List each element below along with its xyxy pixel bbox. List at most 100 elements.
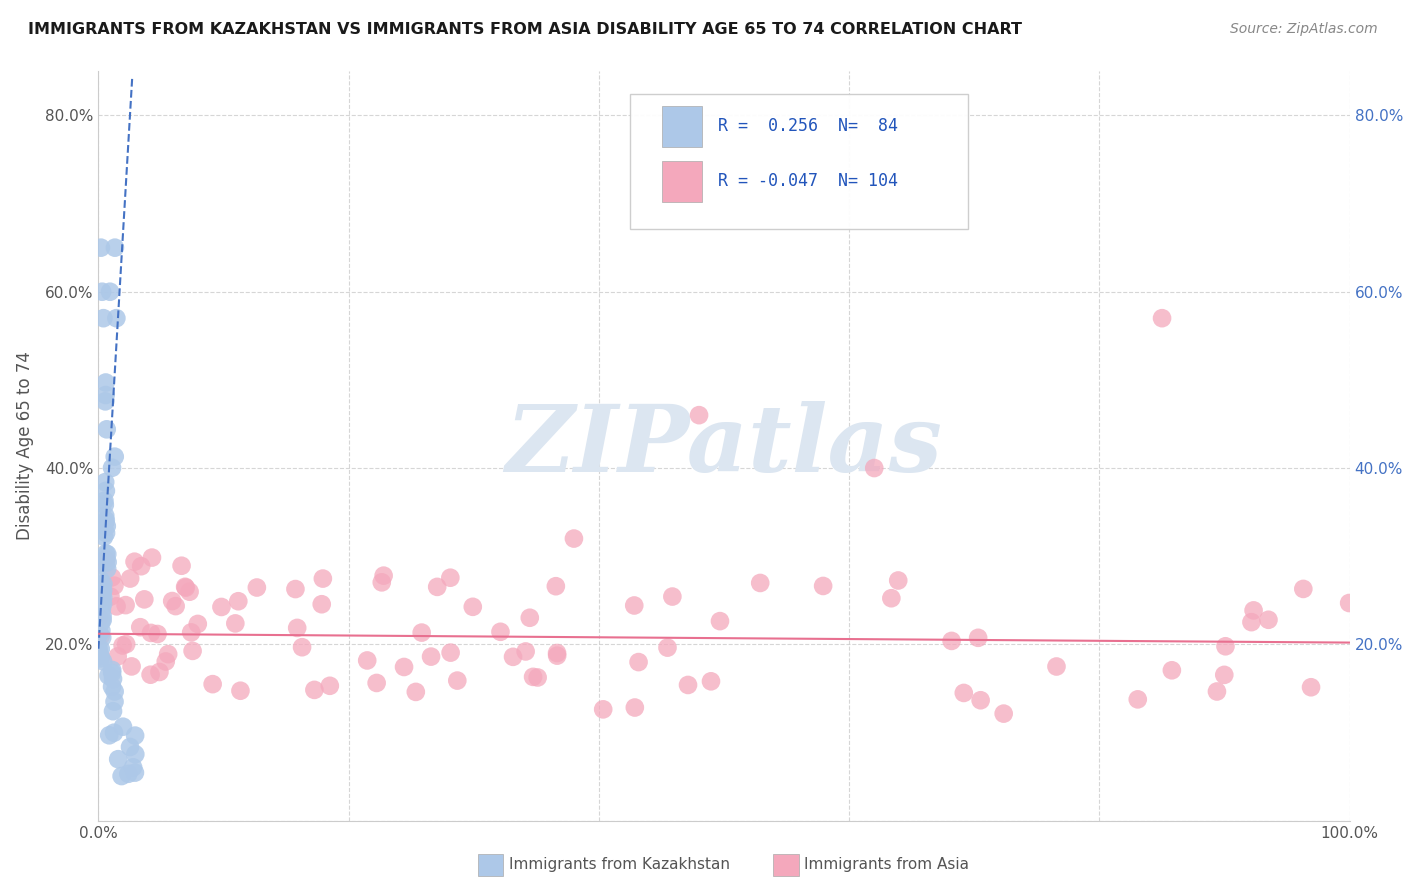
Point: [94, 547, 117, 561]
Point: [94, 475, 117, 489]
Point: [90, 615, 112, 629]
Point: [122, 760, 145, 774]
Point: [98, 728, 121, 742]
Text: Source: ZipAtlas.com: Source: ZipAtlas.com: [1230, 22, 1378, 37]
Point: [104, 450, 127, 464]
Point: [91, 613, 114, 627]
Point: [87, 614, 110, 628]
Point: [93, 493, 115, 508]
Text: Immigrants from Asia: Immigrants from Asia: [804, 857, 969, 871]
Point: [115, 637, 138, 651]
Point: [90, 584, 112, 599]
Point: [187, 616, 209, 631]
Point: [90, 584, 112, 599]
Point: [1150, 311, 1173, 326]
Point: [1240, 615, 1263, 629]
Point: [880, 591, 903, 606]
Point: [90, 588, 112, 602]
Point: [285, 621, 308, 635]
Point: [439, 571, 461, 585]
Point: [101, 663, 124, 677]
Point: [1299, 680, 1322, 694]
Point: [90, 591, 112, 606]
Point: [170, 558, 193, 573]
Point: [89, 617, 111, 632]
Point: [201, 677, 224, 691]
Point: [117, 766, 139, 780]
Point: [96, 519, 118, 533]
Point: [592, 702, 614, 716]
Point: [124, 765, 146, 780]
Point: [141, 550, 163, 565]
Point: [426, 580, 449, 594]
Text: R =  0.256  N=  84: R = 0.256 N= 84: [718, 117, 898, 136]
Point: [129, 620, 152, 634]
Point: [124, 747, 146, 762]
Point: [94, 516, 117, 530]
Point: [863, 461, 886, 475]
Point: [304, 682, 326, 697]
Point: [94, 498, 117, 512]
Point: [157, 647, 180, 661]
Point: [952, 686, 974, 700]
Point: [181, 644, 204, 658]
Text: Immigrants from Kazakhstan: Immigrants from Kazakhstan: [509, 857, 730, 871]
Point: [319, 679, 342, 693]
Point: [709, 614, 731, 628]
Point: [89, 584, 111, 599]
Point: [139, 667, 162, 681]
Point: [94, 513, 117, 527]
Point: [105, 599, 128, 614]
Point: [993, 706, 1015, 721]
Point: [90, 642, 112, 657]
Point: [688, 408, 710, 422]
Point: [93, 311, 115, 326]
Point: [107, 752, 129, 766]
Point: [146, 627, 169, 641]
FancyBboxPatch shape: [630, 94, 969, 228]
Point: [118, 739, 141, 754]
Point: [155, 655, 177, 669]
Point: [90, 602, 112, 616]
Point: [211, 599, 233, 614]
Bar: [661, 105, 702, 147]
Point: [101, 570, 124, 584]
Point: [91, 608, 114, 623]
Point: [139, 626, 162, 640]
Point: [91, 285, 114, 299]
Point: [627, 655, 650, 669]
Point: [121, 659, 143, 673]
Point: [174, 581, 197, 595]
Point: [489, 624, 512, 639]
Point: [90, 624, 112, 638]
Point: [87, 624, 110, 639]
Point: [97, 668, 120, 682]
Point: [97, 555, 120, 569]
Point: [446, 673, 468, 688]
Point: [291, 640, 314, 655]
Point: [811, 579, 834, 593]
Point: [114, 598, 136, 612]
Point: [129, 559, 152, 574]
Point: [392, 660, 415, 674]
Point: [104, 684, 127, 698]
Point: [749, 576, 772, 591]
Point: [110, 769, 132, 783]
Point: [94, 552, 117, 566]
Point: [373, 568, 395, 582]
Point: [91, 586, 114, 600]
Point: [700, 674, 723, 689]
Point: [101, 704, 124, 718]
Point: [519, 611, 541, 625]
Point: [96, 562, 118, 576]
Point: [98, 285, 121, 299]
Point: [124, 555, 146, 569]
Point: [89, 591, 111, 606]
Point: [103, 725, 125, 739]
Point: [1160, 663, 1182, 677]
Point: [89, 610, 111, 624]
Point: [94, 556, 117, 570]
Point: [546, 646, 568, 660]
Point: [179, 584, 201, 599]
Point: [96, 547, 118, 561]
